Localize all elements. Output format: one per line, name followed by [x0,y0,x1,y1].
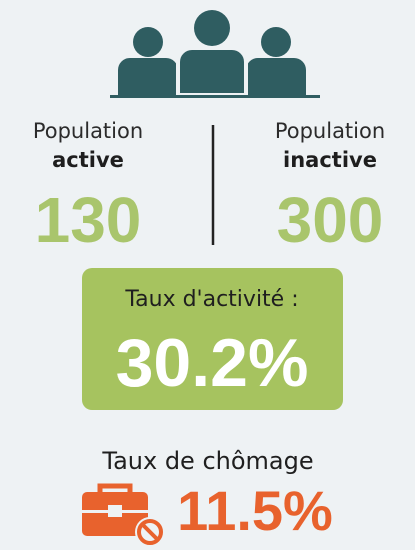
people-icon [110,10,320,98]
activity-value: 30.2% [116,325,309,401]
unemployment-label: Taux de chômage [101,447,313,475]
left-value: 130 [35,184,142,256]
left-label-bold: active [52,148,124,172]
briefcase-icon [82,483,165,547]
activity-label: Taux d'activité : [124,287,298,312]
right-label: Population [275,119,385,143]
left-label: Population [33,119,143,143]
activity-box [82,268,343,410]
right-value: 300 [277,184,384,256]
right-label-bold: inactive [283,148,377,172]
unemployment-value: 11.5% [177,479,333,542]
